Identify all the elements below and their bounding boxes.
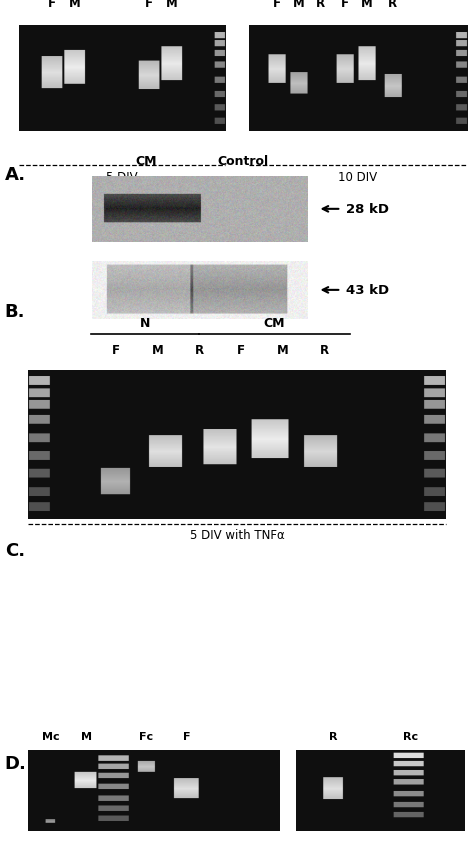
Text: B.: B. [5, 302, 25, 320]
Text: M: M [166, 0, 177, 10]
Text: M: M [293, 0, 305, 10]
Text: R: R [195, 344, 204, 357]
Text: R: R [320, 344, 329, 357]
Text: F: F [112, 344, 120, 357]
Text: F: F [237, 344, 245, 357]
Text: Fc: Fc [139, 731, 154, 741]
Text: M: M [69, 0, 81, 10]
Text: Mc: Mc [42, 731, 60, 741]
Text: CM: CM [136, 155, 157, 168]
Text: M: M [361, 0, 373, 10]
Text: C.: C. [5, 541, 25, 559]
Text: 10 DIV: 10 DIV [338, 170, 377, 183]
Text: R: R [329, 731, 337, 741]
Text: 43 kD: 43 kD [346, 284, 389, 297]
Text: D.: D. [5, 754, 27, 772]
Text: F: F [273, 0, 281, 10]
Text: Control: Control [218, 155, 269, 168]
Text: M: M [277, 344, 289, 357]
Text: 5 DIV with TNFα: 5 DIV with TNFα [190, 528, 284, 541]
Text: 5 DIV: 5 DIV [106, 170, 138, 183]
Text: F: F [145, 0, 153, 10]
Text: CM: CM [264, 317, 285, 330]
Text: A.: A. [5, 166, 26, 184]
Text: 28 kD: 28 kD [346, 203, 389, 216]
Text: M: M [81, 731, 92, 741]
Text: F: F [183, 731, 191, 741]
Text: R: R [388, 0, 397, 10]
Text: F: F [48, 0, 56, 10]
Text: N: N [140, 317, 150, 330]
Text: Rc: Rc [403, 731, 418, 741]
Text: R: R [316, 0, 325, 10]
Text: M: M [152, 344, 164, 357]
Text: F: F [341, 0, 349, 10]
